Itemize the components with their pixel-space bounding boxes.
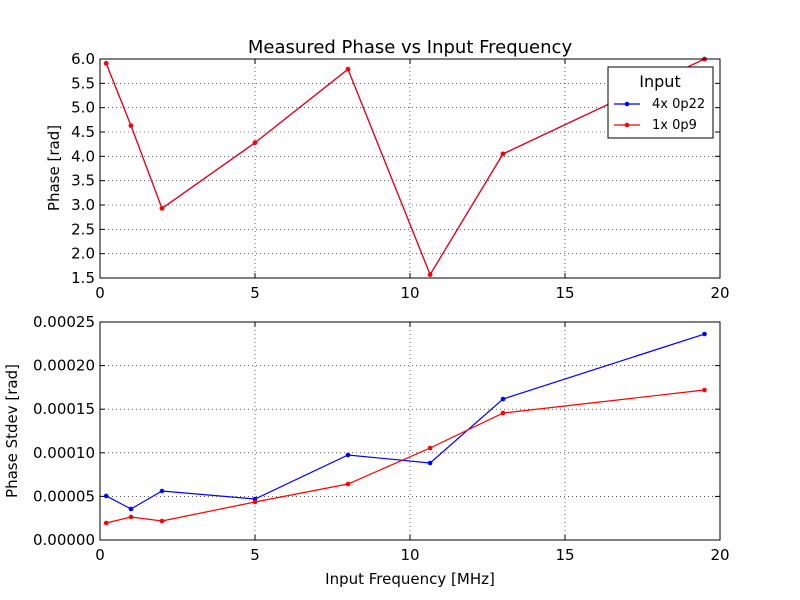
y-tick-label: 5.0	[71, 99, 95, 117]
legend-label-series-2: 1x 0p9	[652, 118, 697, 133]
data-point-series-2	[702, 387, 707, 393]
top-axes-frame	[99, 58, 721, 279]
y-tick-label: 4.5	[71, 123, 95, 141]
x-tick-label: 5	[250, 284, 260, 302]
top-y-axis-label: Phase [rad]	[45, 125, 63, 211]
legend-label-series-1: 4x 0p22	[652, 97, 705, 112]
data-point-series-2	[252, 499, 258, 505]
y-tick-label: 5.5	[71, 74, 95, 92]
y-tick-label: 2.0	[71, 245, 95, 263]
data-point-series-2	[500, 151, 506, 157]
data-point-series-2	[252, 140, 258, 146]
y-tick-label: 0.00020	[33, 357, 95, 375]
data-point-series-1	[427, 460, 433, 466]
x-tick-label: 10	[400, 284, 419, 302]
y-tick-label: 3.5	[71, 172, 95, 190]
series-line-2	[105, 58, 705, 276]
data-point-series-2	[128, 123, 134, 128]
bottom-plot: 0 5 10 15 20 0.00000 0.00005 0.00010 0.00015 0.00…	[33, 313, 730, 564]
data-point-series-2	[103, 520, 109, 526]
data-point-series-2	[427, 272, 433, 277]
y-tick-label: 0.00025	[33, 313, 95, 331]
bottom-y-axis-label: Phase Stdev [rad]	[3, 364, 21, 498]
x-tick-label: 10	[400, 546, 419, 564]
data-point-series-1	[345, 452, 351, 458]
top-plot: 0 5 10 15 20 1.5 2.0 2.5 3.0 3.5 4.0 4.5 5.0 5.5 6.0	[71, 50, 729, 302]
series-line-1	[105, 333, 705, 510]
y-tick-label: 0.00010	[33, 444, 95, 462]
y-tick-label: 1.5	[71, 269, 95, 287]
x-tick-label: 5	[250, 546, 260, 564]
y-tick-label: 4.0	[71, 147, 95, 165]
x-tick-label: 0	[95, 284, 105, 302]
data-point-series-1	[159, 488, 165, 494]
series-line-2	[106, 389, 705, 524]
bottom-axes-frame	[99, 321, 721, 541]
data-point-series-2	[128, 514, 134, 520]
y-tick-label: 2.5	[71, 220, 95, 238]
legend-title: Input	[639, 72, 680, 91]
x-tick-label: 20	[710, 284, 729, 302]
data-point-series-1	[702, 331, 707, 337]
data-point-series-1	[103, 493, 109, 499]
y-tick-label: 0.00005	[33, 487, 95, 505]
data-point-series-2	[345, 481, 351, 487]
y-tick-label: 3.0	[71, 196, 95, 214]
y-tick-label: 6.0	[71, 50, 95, 68]
data-point-series-2	[103, 61, 109, 66]
data-point-series-2	[159, 518, 165, 524]
y-tick-label: 0.00000	[33, 531, 95, 549]
data-point-series-2	[427, 445, 433, 451]
x-tick-label: 0	[95, 546, 105, 564]
chart-title: Measured Phase vs Input Frequency	[248, 37, 573, 58]
data-point-series-2	[345, 66, 351, 72]
data-point-series-2	[159, 206, 165, 211]
data-point-series-1	[128, 506, 134, 512]
data-point-series-1	[500, 396, 506, 402]
x-tick-label: 15	[555, 546, 574, 564]
x-axis-label: Input Frequency [MHz]	[325, 570, 495, 588]
legend: Input 4x 0p22 1x 0p9	[607, 66, 714, 139]
legend-marker-series-1	[624, 101, 630, 107]
x-tick-label: 15	[555, 284, 574, 302]
x-tick-label: 20	[710, 546, 729, 564]
legend-marker-series-2	[624, 122, 630, 128]
data-point-series-2	[500, 410, 506, 416]
y-tick-label: 0.00015	[33, 400, 95, 418]
